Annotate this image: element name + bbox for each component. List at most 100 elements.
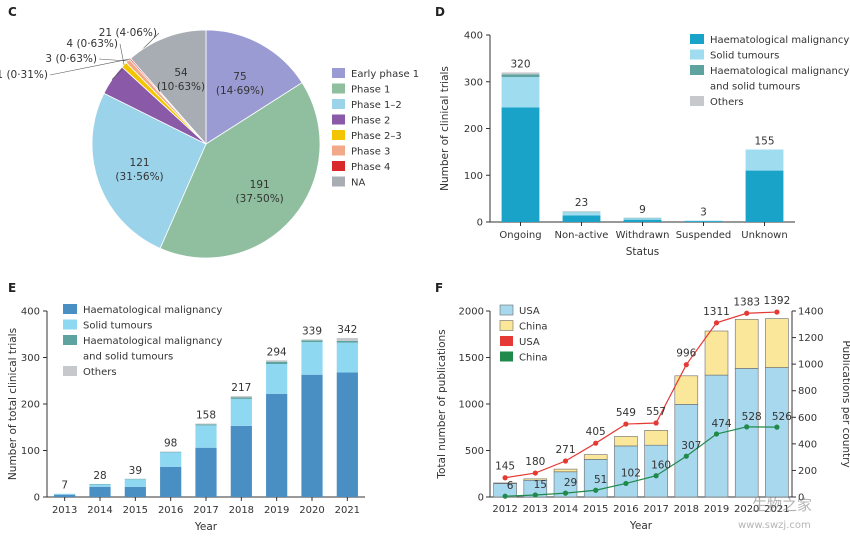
bar-total-label: 320 — [510, 58, 530, 70]
bar-segment-haematological-malignancy-and-solid-tumours — [336, 340, 358, 343]
panel-label-e: E — [8, 281, 16, 295]
y-tick-label-left: 500 — [465, 446, 484, 457]
x-tick-label: Non-active — [555, 230, 609, 241]
legend-label-haem-and-solid: Haematological malignancy — [710, 66, 849, 77]
y-tick-label-right: 600 — [798, 413, 817, 424]
x-tick-label: 2014 — [87, 505, 112, 516]
legend-swatch-china-line — [500, 351, 513, 362]
legend-label-phase-2-3: Phase 2–3 — [351, 131, 402, 142]
y-tick-label: 0 — [34, 493, 40, 504]
pie-label-count-phase-1: 191 — [250, 179, 270, 191]
legend-label-phase-4: Phase 4 — [351, 162, 390, 173]
y-axis-title-left: Total number of publications — [436, 329, 448, 479]
bar-total-label: 342 — [337, 324, 357, 336]
legend-label-usa-bar: USA — [519, 306, 540, 317]
line-usa-label: 996 — [676, 348, 696, 360]
x-tick-label: 2017 — [643, 504, 668, 515]
y-tick-label: 200 — [464, 124, 483, 135]
line-china-label: 526 — [772, 411, 792, 423]
legend-label-usa-line: USA — [519, 337, 540, 348]
x-tick-label: Unknown — [741, 230, 787, 241]
line-usa-label: 145 — [495, 461, 515, 473]
x-tick-label: 2020 — [299, 505, 324, 516]
y-tick-label-left: 0 — [478, 493, 484, 504]
legend-label-phase-1: Phase 1 — [351, 85, 390, 96]
bar-total-label: 158 — [196, 410, 216, 422]
y-tick-label: 200 — [21, 400, 40, 411]
y-tick-label-left: 2000 — [459, 307, 484, 318]
bar-segment-haematological-malignancy — [745, 170, 784, 222]
line-china-label: 102 — [621, 467, 641, 479]
line-usa-point — [713, 320, 720, 326]
x-tick-label: 2013 — [523, 504, 548, 515]
line-china-point — [653, 473, 659, 479]
line-usa-label: 271 — [555, 444, 575, 456]
line-china-point — [713, 431, 720, 437]
bar-segment-solid-tumours — [562, 212, 601, 216]
legend-label-others: Others — [710, 97, 744, 108]
bar-china-segment — [674, 375, 699, 405]
bar-segment-solid-tumours — [336, 342, 358, 373]
legend-swatch-haematological — [63, 304, 77, 314]
bar-total-label: 98 — [164, 437, 177, 449]
legend-swatch-haem-and-solid — [690, 65, 704, 75]
bar-total-label: 7 — [61, 480, 68, 492]
y-tick-label-right: 1400 — [798, 307, 823, 318]
line-usa-point — [593, 440, 599, 446]
legend-label-solid-tumours: Solid tumours — [710, 51, 779, 62]
x-tick-label: Suspended — [676, 230, 732, 241]
bar-segment-solid-tumours — [54, 493, 76, 495]
y-tick-label-right: 800 — [798, 386, 817, 397]
legend-swatch-usa-bar — [499, 304, 514, 316]
legend-swatch-solid-tumours — [63, 319, 77, 330]
x-tick-label: 2015 — [583, 504, 608, 515]
legend-label-haem-and-solid: Haematological malignancy — [83, 336, 222, 347]
legend-swatch-early-phase-1 — [332, 68, 345, 78]
line-usa-point — [683, 362, 689, 368]
pie-label-pct-phase-1-2: (31·56%) — [115, 171, 163, 183]
bar-china-segment — [523, 478, 548, 481]
y-tick-label: 400 — [464, 31, 483, 42]
line-usa-label: 557 — [646, 406, 666, 418]
x-tick-label: 2018 — [229, 505, 254, 516]
y-tick-label-left: 1000 — [459, 400, 484, 411]
line-usa-point — [653, 420, 659, 426]
x-tick-label: 2016 — [613, 504, 638, 515]
legend-swatch-phase-1 — [332, 83, 345, 94]
x-tick-label: 2017 — [193, 505, 218, 516]
bar-segment-haematological-malignancy — [562, 215, 601, 222]
legend-label-na: NA — [351, 178, 365, 189]
bar-segment-haematological-malignancy — [160, 466, 182, 497]
x-tick-label: Withdrawn — [616, 230, 670, 241]
bar-segment-haematological-malignancy — [89, 486, 111, 497]
panel-label-f: F — [435, 281, 443, 295]
watermark: 生物之家 www.swzj.com — [738, 496, 812, 531]
line-usa-label: 549 — [616, 407, 636, 419]
pie-outer-label-phase-2: 21 (4·06%) — [99, 27, 157, 39]
bar-segment-others — [336, 337, 358, 341]
x-tick-label: 2016 — [158, 505, 183, 516]
x-tick-label: 2021 — [764, 504, 789, 515]
bar-segment-haematological-malignancy — [195, 447, 217, 497]
bar-segment-haematological-malignancy — [266, 393, 288, 497]
legend-label-solid-tumours: Solid tumours — [83, 321, 152, 332]
legend-label-phase-1-2: Phase 1–2 — [351, 100, 402, 111]
bar-segment-haematological-malignancy-and-solid-tumours — [195, 424, 217, 426]
line-china-label: 15 — [534, 479, 547, 491]
bar-segment-haematological-malignancy — [501, 107, 540, 222]
line-china-point — [623, 480, 629, 487]
y-tick-label: 400 — [21, 307, 40, 318]
y-tick-label: 300 — [464, 77, 483, 88]
bar-total-label: 339 — [302, 325, 322, 337]
x-tick-label: 2019 — [264, 505, 289, 516]
pie-chart-phase: 75 (14·69%) 191 (37·50%) 121 (31·56%) 21 (4·06… — [0, 27, 419, 259]
bar-segment-solid-tumours — [230, 398, 252, 426]
line-usa-point — [774, 309, 780, 315]
line-usa-point — [623, 421, 629, 427]
line-china-label: 160 — [651, 460, 671, 472]
legend-swatch-haem-and-solid — [63, 335, 77, 345]
line-usa-label: 1311 — [703, 306, 730, 318]
bar-segment-haematological-malignancy-and-solid-tumours — [301, 340, 323, 343]
y-axis-title: Number of clinical trials — [439, 66, 451, 191]
bar-segment-solid-tumours — [160, 452, 182, 467]
